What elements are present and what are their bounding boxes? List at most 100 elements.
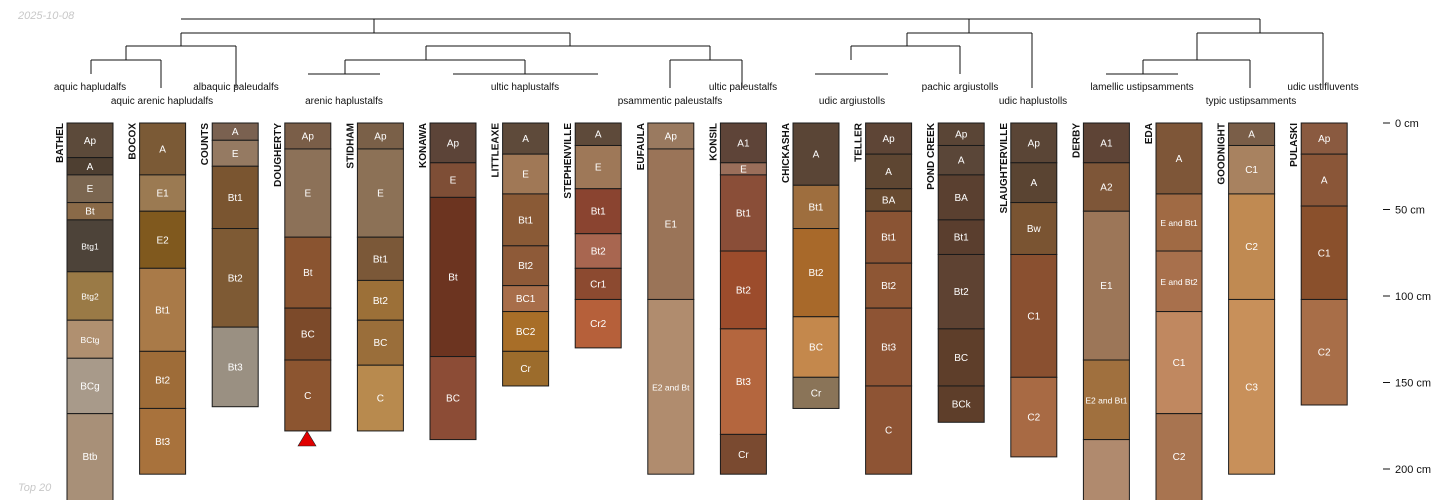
horizon-label: Btg1 xyxy=(81,241,99,251)
horizon-block xyxy=(1082,359,1130,441)
horizon-label: Cr1 xyxy=(590,279,607,290)
horizon-label: E and Bt1 xyxy=(1160,218,1198,228)
horizon-label: A xyxy=(1248,130,1255,141)
horizon-label: Bt2 xyxy=(736,285,751,296)
profile: BOCOX A E1 E2 Bt1 Bt2 Bt3 xyxy=(128,122,187,475)
horizon-block xyxy=(792,376,840,409)
horizon-label: A xyxy=(1321,176,1328,187)
profile: DERBY A1 A2 E1 E2 and Bt1 xyxy=(1071,122,1130,500)
horizon-label: Bt xyxy=(85,207,95,218)
horizon-block xyxy=(647,122,695,150)
horizon-block xyxy=(429,196,477,358)
horizon-block xyxy=(937,253,985,330)
horizon-label: Bt1 xyxy=(228,193,243,204)
horizon-block xyxy=(429,356,477,441)
horizon-label: E1 xyxy=(665,220,678,231)
horizon-block xyxy=(1300,122,1348,155)
profile-name: TELLER xyxy=(854,122,865,162)
profile-name: STIDHAM xyxy=(345,123,356,169)
horizon-block xyxy=(792,122,840,186)
horizon-block xyxy=(66,319,114,359)
horizon-block xyxy=(1155,193,1203,252)
horizon-block xyxy=(574,298,622,349)
horizon-label: Ap xyxy=(374,131,387,142)
horizon-label: E xyxy=(450,176,457,187)
horizon-label: Bt2 xyxy=(373,296,388,307)
horizon-block xyxy=(1228,298,1276,475)
horizon-label: Bt1 xyxy=(591,207,606,218)
taxon-label: ultic haplustalfs xyxy=(491,82,559,93)
horizon-block xyxy=(502,153,550,195)
horizon-label: C xyxy=(377,394,384,405)
horizon-label: Bt1 xyxy=(155,305,170,316)
horizon-block xyxy=(865,307,913,387)
profile-name: DERBY xyxy=(1071,123,1082,158)
profile: KONAWA Ap E Bt BC xyxy=(418,122,477,441)
axis-tick-label: 100 cm xyxy=(1395,291,1431,303)
horizon-block xyxy=(719,174,767,252)
horizon-label: E2 and Bt1 xyxy=(1085,395,1127,405)
horizon-block xyxy=(356,279,404,321)
horizon-block xyxy=(139,350,187,409)
horizon-block xyxy=(66,413,114,500)
horizon-block xyxy=(502,122,550,155)
profile: DOUGHERTY Ap E Bt BC C xyxy=(273,122,332,432)
taxon-label: ultic paleustalfs xyxy=(709,82,777,93)
horizon-label: BA xyxy=(882,195,896,206)
horizon-block xyxy=(865,262,913,309)
profile: PULASKI Ap A C1 C2 xyxy=(1289,122,1348,406)
horizon-block xyxy=(139,267,187,352)
profile: TELLER Ap A BA Bt1 Bt2 Bt3 C xyxy=(854,122,913,475)
horizon-label: A xyxy=(813,150,820,161)
taxon-label: typic ustipsamments xyxy=(1206,96,1297,107)
horizon-label: A xyxy=(958,156,965,167)
horizon-label: A1 xyxy=(737,138,750,149)
profile-name: COUNTS xyxy=(200,123,211,166)
axis-tick-label: 200 cm xyxy=(1395,464,1431,476)
profile-name: PULASKI xyxy=(1289,123,1300,167)
horizon-block xyxy=(211,165,259,230)
horizon-label: Bt2 xyxy=(518,261,533,272)
taxon-label: udic ustifluvents xyxy=(1287,82,1358,93)
horizon-block xyxy=(139,174,187,212)
horizon-label: Bt3 xyxy=(736,377,751,388)
horizon-label: Cr xyxy=(738,450,749,461)
horizon-label: C2 xyxy=(1245,242,1258,253)
horizon-label: Cr xyxy=(520,364,531,375)
horizon-label: E xyxy=(87,184,94,195)
date-stamp: 2025-10-08 xyxy=(17,10,75,22)
horizon-block xyxy=(865,385,913,475)
horizon-block xyxy=(284,359,332,432)
horizon-label: Bt1 xyxy=(808,202,823,213)
horizon-label: Bw xyxy=(1027,224,1042,235)
horizon-block xyxy=(1010,202,1058,255)
horizon-block xyxy=(1082,210,1130,361)
horizon-label: BCk xyxy=(952,400,972,411)
horizon-block xyxy=(719,122,767,164)
horizon-label: E xyxy=(377,189,384,200)
horizon-label: C1 xyxy=(1173,358,1186,369)
horizon-label: C1 xyxy=(1245,165,1258,176)
horizon-label: A xyxy=(1176,154,1183,165)
horizon-block xyxy=(937,219,985,255)
horizon-label: C xyxy=(885,426,892,437)
horizon-block xyxy=(1155,122,1203,195)
horizon-block xyxy=(429,122,477,164)
horizon-block xyxy=(937,385,985,423)
horizon-block xyxy=(284,148,332,238)
footer-caption: Top 20 xyxy=(18,482,52,494)
profile: EDA A E and Bt1 E and Bt2 C1 C2 xyxy=(1144,122,1203,500)
horizon-label: E xyxy=(304,189,311,200)
horizon-label: Bt3 xyxy=(228,362,243,373)
horizon-label: C xyxy=(304,391,311,402)
horizon-label: Bt xyxy=(303,268,313,279)
horizon-label: Ap xyxy=(882,134,895,145)
horizon-label: BC xyxy=(373,338,387,349)
horizon-label: Ap xyxy=(1318,134,1331,145)
horizon-block xyxy=(1228,193,1276,300)
horizon-label: Btg2 xyxy=(81,292,99,302)
horizon-block xyxy=(792,316,840,378)
taxon-label: pachic argiustolls xyxy=(922,82,999,93)
horizon-block xyxy=(66,122,114,159)
horizon-block xyxy=(356,236,404,281)
